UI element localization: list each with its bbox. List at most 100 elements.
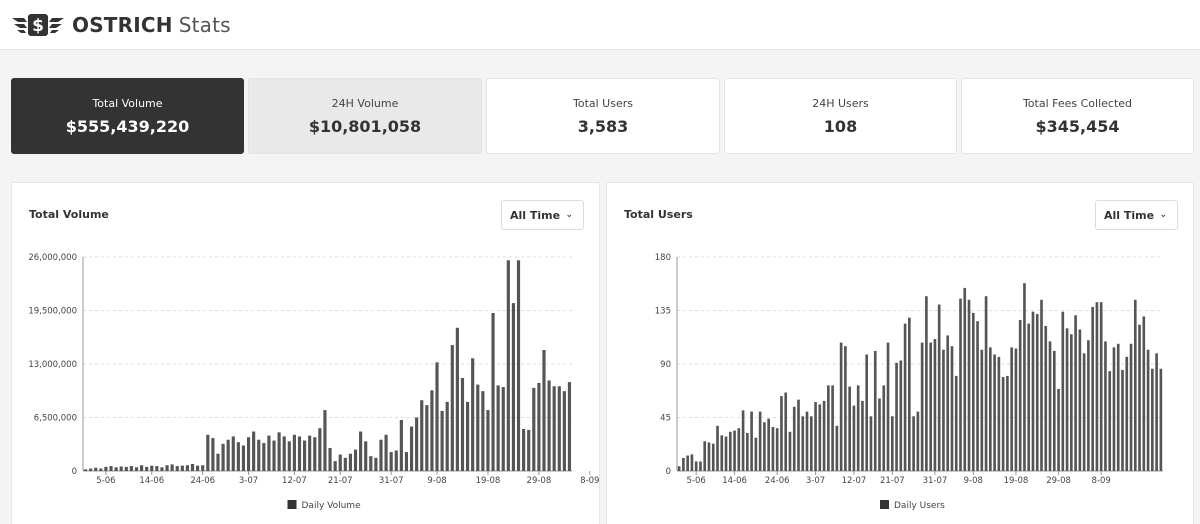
chart-bar[interactable]: [831, 385, 834, 471]
chart-bar[interactable]: [716, 425, 719, 471]
chart-bar[interactable]: [262, 443, 266, 471]
chart-bar[interactable]: [937, 304, 941, 471]
chart-bar[interactable]: [720, 435, 724, 471]
chart-bar[interactable]: [873, 350, 877, 471]
chart-bar[interactable]: [241, 445, 246, 471]
chart-bar[interactable]: [445, 401, 449, 471]
chart-bar[interactable]: [527, 429, 531, 471]
chart-bar[interactable]: [567, 382, 572, 471]
chart-bar[interactable]: [1010, 347, 1013, 471]
chart-bar[interactable]: [993, 354, 996, 471]
chart-bar[interactable]: [221, 443, 225, 471]
chart-bar[interactable]: [562, 391, 566, 471]
chart-bar[interactable]: [201, 465, 205, 471]
chart-bar[interactable]: [542, 350, 546, 471]
chart-bar[interactable]: [724, 436, 728, 471]
chart-bar[interactable]: [784, 392, 788, 471]
chart-bar[interactable]: [420, 400, 424, 471]
stat-card-24h-volume[interactable]: 24H Volume $10,801,058: [248, 78, 482, 154]
chart-bar[interactable]: [933, 339, 937, 471]
chart-bar[interactable]: [750, 411, 753, 471]
chart-bar[interactable]: [129, 466, 133, 471]
chart-bar[interactable]: [466, 401, 470, 471]
chart-bar[interactable]: [1142, 316, 1146, 471]
chart-bar[interactable]: [491, 312, 495, 471]
chart-bar[interactable]: [890, 416, 894, 471]
chart-bar[interactable]: [694, 461, 698, 471]
chart-bar[interactable]: [920, 342, 924, 471]
chart-bar[interactable]: [124, 466, 128, 471]
chart-bar[interactable]: [763, 422, 766, 471]
chart-bar[interactable]: [196, 465, 200, 471]
chart-bar[interactable]: [1018, 320, 1022, 471]
chart-bar[interactable]: [94, 467, 98, 471]
chart-bar[interactable]: [690, 454, 694, 471]
chart-bar[interactable]: [997, 356, 1001, 471]
chart-bar[interactable]: [134, 467, 139, 471]
legend-label[interactable]: Daily Volume: [302, 501, 362, 511]
chart-bar[interactable]: [912, 416, 915, 471]
chart-bar[interactable]: [1044, 325, 1048, 471]
chart-bar[interactable]: [460, 377, 465, 471]
chart-bar[interactable]: [852, 405, 856, 471]
chart-bar[interactable]: [145, 466, 149, 471]
chart-bar[interactable]: [1035, 314, 1039, 471]
chart-bar[interactable]: [226, 439, 230, 471]
chart-bar[interactable]: [501, 387, 505, 471]
chart-bar[interactable]: [886, 342, 890, 471]
chart-bar[interactable]: [707, 442, 711, 471]
chart-bar[interactable]: [231, 436, 235, 471]
chart-bar[interactable]: [728, 431, 732, 471]
chart-bar[interactable]: [741, 410, 745, 471]
chart-bar[interactable]: [481, 391, 485, 471]
chart-bar[interactable]: [155, 466, 159, 471]
chart-bar[interactable]: [733, 430, 736, 471]
chart-bar[interactable]: [471, 358, 475, 471]
chart-bar[interactable]: [848, 386, 851, 471]
chart-bar[interactable]: [801, 416, 805, 471]
chart-bar[interactable]: [374, 457, 378, 471]
chart-bar[interactable]: [287, 441, 291, 471]
chart-bar[interactable]: [170, 464, 174, 471]
chart-bar[interactable]: [1099, 302, 1103, 471]
chart-bar[interactable]: [369, 456, 373, 471]
chart-bar[interactable]: [797, 399, 800, 471]
chart-bar[interactable]: [511, 303, 515, 471]
chart-bar[interactable]: [677, 466, 681, 471]
chart-bar[interactable]: [313, 437, 317, 471]
stat-card-total-users[interactable]: Total Users 3,583: [486, 78, 720, 154]
chart-bar[interactable]: [869, 416, 873, 471]
chart-bar[interactable]: [303, 440, 307, 471]
chart-bar[interactable]: [476, 384, 480, 471]
chart-bar[interactable]: [297, 436, 302, 471]
chart-bar[interactable]: [954, 375, 958, 471]
chart-bar[interactable]: [277, 432, 281, 471]
chart-bar[interactable]: [267, 435, 271, 471]
chart-bar[interactable]: [767, 418, 770, 471]
chart-bar[interactable]: [1031, 311, 1035, 471]
chart-bar[interactable]: [1091, 306, 1094, 471]
chart-bar[interactable]: [236, 442, 240, 471]
chart-bar[interactable]: [389, 452, 393, 471]
chart-bar[interactable]: [211, 438, 215, 471]
chart-bar[interactable]: [180, 465, 184, 471]
chart-bar[interactable]: [1040, 299, 1043, 471]
chart-bar[interactable]: [450, 345, 454, 471]
stat-card-24h-users[interactable]: 24H Users 108: [724, 78, 957, 154]
chart-bar[interactable]: [963, 287, 967, 471]
chart-bar[interactable]: [1108, 371, 1112, 471]
chart-bar[interactable]: [440, 410, 444, 471]
chart-bar[interactable]: [703, 441, 707, 471]
time-range-dropdown[interactable]: All Time ⌄: [501, 200, 584, 230]
chart-bar[interactable]: [257, 439, 261, 471]
chart-bar[interactable]: [252, 431, 256, 471]
chart-bar[interactable]: [99, 468, 103, 471]
chart-bar[interactable]: [384, 434, 388, 471]
chart-bar[interactable]: [682, 457, 685, 471]
chart-bar[interactable]: [104, 466, 108, 471]
chart-bar[interactable]: [83, 469, 88, 471]
chart-bar[interactable]: [409, 426, 414, 471]
chart-bar[interactable]: [1104, 341, 1107, 471]
chart-bar[interactable]: [308, 435, 312, 471]
chart-bar[interactable]: [827, 385, 830, 471]
